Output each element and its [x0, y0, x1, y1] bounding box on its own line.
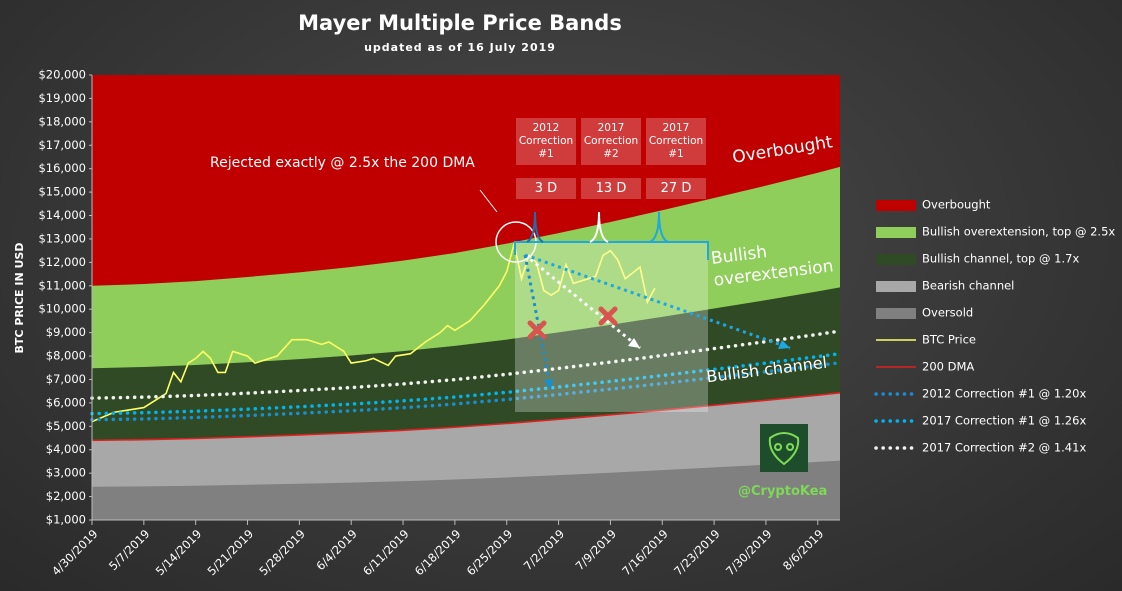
x-tick-label: 6/4/2019 — [313, 527, 359, 573]
arrow-head — [778, 340, 790, 349]
bracket-spike — [526, 211, 544, 243]
y-tick-label: $8,000 — [46, 349, 86, 363]
x-tick-label: 5/28/2019 — [256, 527, 308, 579]
y-tick-label: $5,000 — [46, 419, 86, 433]
annotations-layer — [479, 189, 808, 472]
y-tick-label: $16,000 — [38, 161, 86, 175]
legend-label: 2017 Correction #1 @ 1.26x — [922, 414, 1086, 428]
x-tick-label: 6/11/2019 — [360, 527, 412, 579]
y-tick-label: $2,000 — [46, 489, 86, 503]
y-tick-label: $10,000 — [38, 302, 86, 316]
area-band — [92, 460, 840, 520]
x-tick-label: 7/23/2019 — [671, 527, 723, 579]
arrow-head — [628, 338, 640, 348]
legend-swatch — [876, 254, 916, 265]
line-series — [90, 329, 842, 400]
x-tick-label: 5/21/2019 — [205, 527, 257, 579]
line-series — [90, 360, 842, 422]
correction-days: 27 D — [646, 178, 706, 199]
correction-label: 2017 Correction #2 — [581, 118, 641, 165]
line-series — [90, 351, 842, 416]
arrow — [524, 253, 791, 350]
legend-swatch — [876, 200, 916, 211]
chart-subtitle: updated as of 16 July 2019 — [364, 41, 556, 54]
y-tick-label: $9,000 — [46, 325, 86, 339]
x-tick-label: 6/25/2019 — [464, 527, 516, 579]
correction-label: 2012 Correction #1 — [516, 118, 576, 165]
x-tick-label: 7/16/2019 — [619, 527, 671, 579]
legend-label: BTC Price — [922, 333, 976, 347]
y-tick-label: $14,000 — [38, 208, 86, 222]
legend-label: Overbought — [922, 198, 991, 212]
correction-days: 3 D — [516, 178, 576, 199]
arrow — [523, 254, 552, 386]
pointer — [479, 189, 498, 213]
highlight-box — [515, 242, 708, 412]
bracket-spike — [649, 211, 669, 243]
chart-title: Mayer Multiple Price Bands — [298, 11, 622, 35]
x-tick-label: 5/14/2019 — [153, 527, 205, 579]
legend-swatch — [876, 227, 916, 238]
y-tick-label: $6,000 — [46, 395, 86, 409]
y-tick-label: $4,000 — [46, 442, 86, 456]
y-tick-label: $13,000 — [38, 231, 86, 245]
lines — [90, 243, 842, 442]
y-axis-label: BTC PRICE IN USD — [13, 243, 26, 354]
legend-label: Oversold — [922, 306, 973, 320]
correction-days: 13 D — [581, 178, 641, 199]
y-tick-label: $7,000 — [46, 372, 86, 386]
x-tick-label: 7/30/2019 — [723, 527, 775, 579]
x-tick-label: 5/7/2019 — [106, 527, 152, 573]
y-tick-label: $1,000 — [46, 513, 86, 527]
legend-label: 2012 Correction #1 @ 1.20x — [922, 387, 1086, 401]
legend-label: Bearish channel — [922, 279, 1014, 293]
legend: Overbought Bullish overextension, top @ 2… — [874, 198, 1115, 455]
y-tick-label: $17,000 — [38, 138, 86, 152]
bracket — [514, 241, 709, 260]
handle: @CryptoKea — [738, 484, 828, 499]
y-tick-label: $12,000 — [38, 255, 86, 269]
y-tick-label: $20,000 — [38, 68, 86, 82]
logo-owl — [768, 432, 800, 466]
y-tick-label: $18,000 — [38, 114, 86, 128]
legend-swatch — [876, 281, 916, 292]
y-tick-label: $11,000 — [38, 278, 86, 292]
x-tick-label: 8/6/2019 — [780, 527, 826, 573]
line-series — [91, 392, 841, 442]
y-tick-label: $19,000 — [38, 91, 86, 105]
arrow-head — [544, 379, 553, 390]
x-tick-label: 7/2/2019 — [521, 527, 567, 573]
x-tick-label: 4/30/2019 — [49, 527, 101, 579]
legend-label: 2017 Correction #2 @ 1.41x — [922, 441, 1086, 455]
legend-label: 200 DMA — [922, 360, 974, 374]
y-tick-label: $15,000 — [38, 185, 86, 199]
x-tick-label: 7/9/2019 — [573, 527, 619, 573]
x-tick-label: 6/18/2019 — [412, 527, 464, 579]
y-tick-label: $3,000 — [46, 466, 86, 480]
legend-swatch — [876, 308, 916, 319]
legend-label: Bullish channel, top @ 1.7x — [922, 252, 1079, 266]
annotation: Rejected exactly @ 2.5x the 200 DMA — [210, 155, 475, 171]
bracket-spike — [589, 211, 609, 243]
line-series — [91, 243, 656, 423]
legend-label: Bullish overextension, top @ 2.5x — [922, 225, 1115, 239]
correction-label: 2017 Correction #1 — [646, 118, 706, 165]
x-mark — [527, 306, 618, 340]
areas — [92, 75, 840, 521]
